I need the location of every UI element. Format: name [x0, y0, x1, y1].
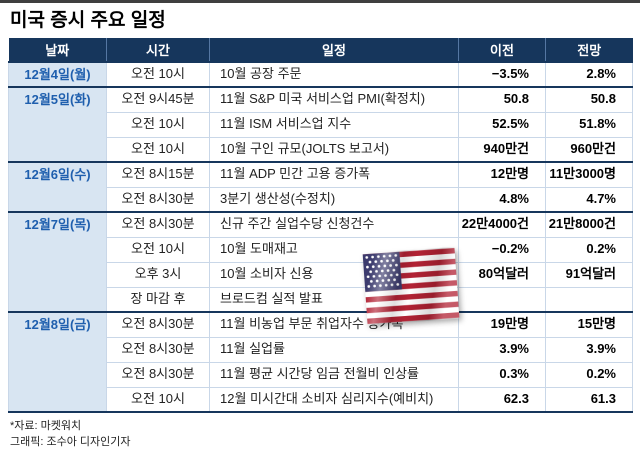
value-cell: 50.8	[458, 86, 546, 113]
value-cell	[545, 286, 633, 313]
table-row: 12월8일(금) 오전 8시30분 11월 비농업 부문 취업자수 증가폭 19만명 1…	[8, 311, 633, 413]
time-cell: 오전 8시15분	[106, 161, 210, 188]
credit-note: 그래픽: 조수아 디자인기자	[10, 435, 131, 448]
value-cell: 0.3%	[458, 361, 546, 388]
time-cell: 장 마감 후	[106, 286, 210, 313]
schedule-table-wrap: 날짜 시간 일정 이전 전망 12월4일(월) 오전 10시 10월 공장 주문 −3.5% 2…	[8, 38, 633, 413]
value-cell: 940만건	[458, 136, 546, 163]
event-cell: 11월 S&P 미국 서비스업 PMI(확정치)	[209, 86, 459, 113]
value-cell: 21만8000건	[545, 211, 633, 238]
value-cell: 50.8	[545, 86, 633, 113]
time-cell: 오전 8시30분	[106, 186, 210, 213]
date-cell: 12월7일(목)	[8, 211, 107, 313]
column-header: 전망	[545, 38, 633, 62]
event-cell: 11월 비농업 부문 취업자수 증가폭	[209, 311, 459, 338]
table-row: 오전 10시 11월 ISM 서비스업 지수 52.5% 51.8%	[9, 111, 633, 138]
time-cell: 오전 10시	[106, 61, 210, 88]
time-cell: 오전 9시45분	[106, 86, 210, 113]
table-header-row: 날짜 시간 일정 이전 전망	[8, 38, 633, 62]
value-cell: 4.8%	[458, 186, 546, 213]
value-cell: 3.9%	[545, 336, 633, 363]
table-row: 12월6일(수) 오전 8시15분 11월 ADP 민간 고용 증가폭 12만명 11만…	[8, 161, 633, 213]
event-cell: 브로드컴 실적 발표	[209, 286, 459, 313]
value-cell: 0.2%	[545, 361, 633, 388]
time-cell: 오전 8시30분	[106, 361, 210, 388]
event-cell: 10월 공장 주문	[209, 61, 459, 88]
table-body: 12월4일(월) 오전 10시 10월 공장 주문 −3.5% 2.8% 12월5일(화)…	[8, 61, 633, 413]
time-cell: 오전 8시30분	[106, 336, 210, 363]
time-cell: 오전 10시	[106, 111, 210, 138]
value-cell: 19만명	[458, 311, 546, 338]
value-cell: 51.8%	[545, 111, 633, 138]
schedule-table: 날짜 시간 일정 이전 전망 12월4일(월) 오전 10시 10월 공장 주문 −3.5% 2…	[8, 38, 633, 413]
event-cell: 3분기 생산성(수정치)	[209, 186, 459, 213]
value-cell: 4.7%	[545, 186, 633, 213]
event-cell: 12월 미시간대 소비자 심리지수(예비치)	[209, 386, 459, 413]
source-note: *자료: 마켓워치	[10, 420, 82, 432]
top-accent-bar	[0, 0, 640, 3]
value-cell: 61.3	[545, 386, 633, 413]
value-cell: 62.3	[458, 386, 546, 413]
value-cell: 15만명	[545, 311, 633, 338]
event-cell: 11월 ISM 서비스업 지수	[209, 111, 459, 138]
time-cell: 오후 3시	[106, 261, 210, 288]
value-cell: 11만3000명	[545, 161, 633, 188]
column-header: 날짜	[8, 38, 107, 62]
table-row: 오전 10시 12월 미시간대 소비자 심리지수(예비치) 62.3 61.3	[9, 386, 633, 413]
event-cell: 11월 평균 시간당 임금 전월비 인상률	[209, 361, 459, 388]
date-cell: 12월8일(금)	[8, 311, 107, 413]
table-row: 오전 10시 10월 구인 규모(JOLTS 보고서) 940만건 960만건	[9, 136, 633, 163]
value-cell: 22만4000건	[458, 211, 546, 238]
value-cell: 91억달러	[545, 261, 633, 288]
value-cell: 12만명	[458, 161, 546, 188]
table-row: 12월4일(월) 오전 10시 10월 공장 주문 −3.5% 2.8%	[8, 61, 633, 88]
value-cell: −0.2%	[458, 236, 546, 263]
event-cell: 신규 주간 실업수당 신청건수	[209, 211, 459, 238]
event-cell: 11월 ADP 민간 고용 증가폭	[209, 161, 459, 188]
value-cell	[458, 286, 546, 313]
date-cell: 12월6일(수)	[8, 161, 107, 213]
value-cell: 0.2%	[545, 236, 633, 263]
table-row: 12월7일(목) 오전 8시30분 신규 주간 실업수당 신청건수 22만4000건 2…	[8, 211, 633, 313]
value-cell: −3.5%	[458, 61, 546, 88]
page-title: 미국 증시 주요 일정	[10, 10, 166, 31]
date-cell: 12월4일(월)	[8, 61, 107, 88]
time-cell: 오전 10시	[106, 136, 210, 163]
table-row: 오전 8시30분 11월 실업률 3.9% 3.9%	[9, 336, 633, 363]
column-header: 이전	[458, 38, 546, 62]
value-cell: 960만건	[545, 136, 633, 163]
value-cell: 3.9%	[458, 336, 546, 363]
value-cell: 80억달러	[458, 261, 546, 288]
table-row: 오전 10시 10월 도매재고 −0.2% 0.2%	[9, 236, 633, 263]
table-row: 12월5일(화) 오전 9시45분 11월 S&P 미국 서비스업 PMI(확정치)…	[8, 86, 633, 163]
event-cell: 10월 도매재고	[209, 236, 459, 263]
date-cell: 12월5일(화)	[8, 86, 107, 163]
event-cell: 10월 소비자 신용	[209, 261, 459, 288]
value-cell: 2.8%	[545, 61, 633, 88]
column-header: 일정	[209, 38, 459, 62]
event-cell: 10월 구인 규모(JOLTS 보고서)	[209, 136, 459, 163]
column-header: 시간	[106, 38, 210, 62]
footer: *자료: 마켓워치 그래픽: 조수아 디자인기자	[10, 419, 630, 451]
time-cell: 오전 10시	[106, 236, 210, 263]
time-cell: 오전 10시	[106, 386, 210, 413]
table-row: 오후 3시 10월 소비자 신용 80억달러 91억달러	[9, 261, 633, 288]
event-cell: 11월 실업률	[209, 336, 459, 363]
time-cell: 오전 8시30분	[106, 211, 210, 238]
value-cell: 52.5%	[458, 111, 546, 138]
time-cell: 오전 8시30분	[106, 311, 210, 338]
